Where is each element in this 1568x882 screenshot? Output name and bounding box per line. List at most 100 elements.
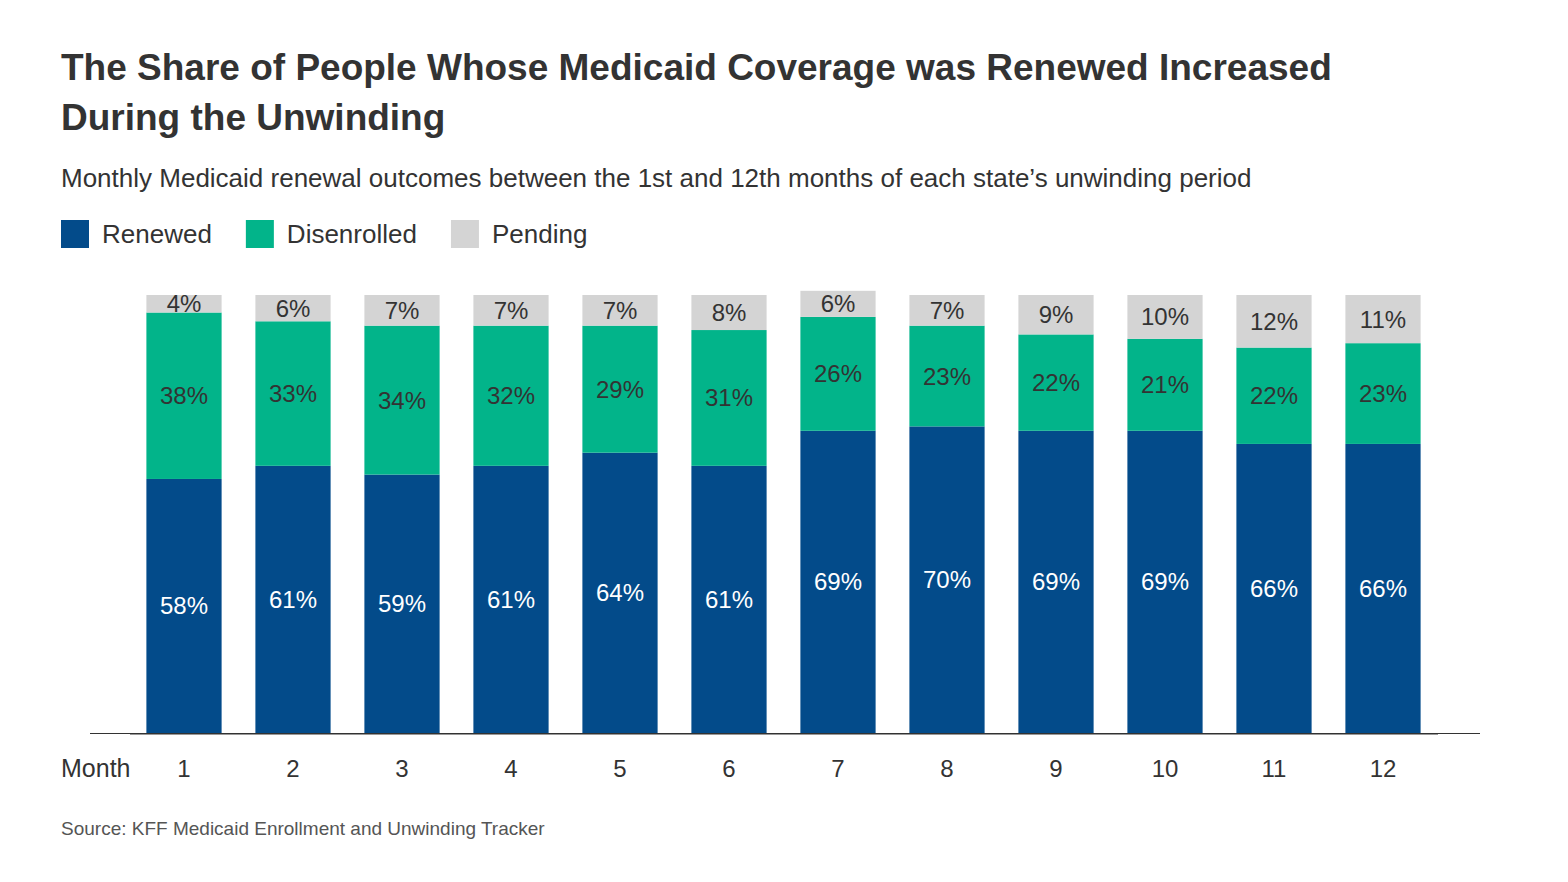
bar bbox=[473, 295, 548, 326]
x-tick: 9 bbox=[1049, 734, 1062, 782]
bar bbox=[1127, 295, 1202, 339]
x-tick-label: 6 bbox=[722, 755, 735, 782]
data-label: 8% bbox=[712, 299, 747, 326]
bar bbox=[1345, 343, 1420, 444]
series-0 bbox=[146, 426, 1420, 733]
title: The Share of People Whose Medicaid Cover… bbox=[61, 47, 1332, 138]
bar bbox=[582, 453, 657, 733]
bar bbox=[800, 317, 875, 431]
data-label: 29% bbox=[596, 376, 644, 403]
x-axis: 123456789101112 bbox=[130, 734, 1438, 782]
data-label: 34% bbox=[378, 387, 426, 414]
data-label: 11% bbox=[1360, 306, 1406, 333]
x-tick: 2 bbox=[286, 734, 299, 782]
data-label: 22% bbox=[1032, 369, 1080, 396]
baseline bbox=[90, 733, 1480, 734]
bar bbox=[800, 291, 875, 317]
bar bbox=[1018, 295, 1093, 334]
data-label: 10% bbox=[1141, 303, 1189, 330]
data-label: 58% bbox=[160, 592, 208, 619]
bar bbox=[364, 295, 439, 326]
x-axis-line bbox=[130, 733, 1438, 734]
x-tick-label: 5 bbox=[613, 755, 626, 782]
data-label: 31% bbox=[705, 384, 753, 411]
data-label: 66% bbox=[1359, 575, 1407, 602]
x-tick-label: 9 bbox=[1049, 755, 1062, 782]
x-tick: 11 bbox=[1262, 734, 1287, 782]
bar bbox=[909, 295, 984, 326]
bar bbox=[255, 466, 330, 733]
x-tick: 8 bbox=[940, 734, 953, 782]
x-tick-label: 8 bbox=[940, 755, 953, 782]
x-tick: 10 bbox=[1152, 734, 1179, 782]
x-tick-label: 3 bbox=[395, 755, 408, 782]
data-label: 32% bbox=[487, 382, 535, 409]
legend-label: Renewed bbox=[102, 219, 212, 249]
data-label: 23% bbox=[1359, 380, 1407, 407]
bar bbox=[691, 330, 766, 466]
x-tick-label: 10 bbox=[1152, 755, 1179, 782]
data-label: 26% bbox=[814, 360, 862, 387]
x-tick-label: 7 bbox=[831, 755, 844, 782]
data-label: 23% bbox=[923, 363, 971, 390]
bar bbox=[1345, 444, 1420, 733]
bar bbox=[1127, 431, 1202, 733]
data-label: 59% bbox=[378, 590, 426, 617]
bar bbox=[1345, 295, 1420, 343]
bar bbox=[473, 466, 548, 733]
bar bbox=[582, 295, 657, 326]
data-label: 38% bbox=[160, 382, 208, 409]
bar bbox=[1236, 444, 1311, 733]
x-tick-label: 4 bbox=[504, 755, 517, 782]
data-label: 69% bbox=[1032, 568, 1080, 595]
data-label: 61% bbox=[269, 586, 317, 613]
x-tick-label: 2 bbox=[286, 755, 299, 782]
data-labels: 58%61%59%61%64%61%69%70%69%69%66%66%38%3… bbox=[160, 290, 1407, 619]
data-label: 4% bbox=[167, 290, 202, 317]
chart: The Share of People Whose Medicaid Cover… bbox=[0, 0, 1568, 882]
data-label: 7% bbox=[930, 297, 965, 324]
bar bbox=[146, 313, 221, 479]
bar bbox=[909, 426, 984, 733]
bar bbox=[800, 431, 875, 733]
data-label: 9% bbox=[1039, 301, 1074, 328]
data-label: 66% bbox=[1250, 575, 1298, 602]
data-label: 33% bbox=[269, 380, 317, 407]
bar bbox=[1127, 339, 1202, 431]
data-label: 70% bbox=[923, 566, 971, 593]
x-tick: 6 bbox=[722, 734, 735, 782]
subtitle: Monthly Medicaid renewal outcomes betwee… bbox=[61, 163, 1251, 193]
legend-label: Disenrolled bbox=[287, 219, 417, 249]
data-label: 64% bbox=[596, 579, 644, 606]
data-label: 6% bbox=[276, 295, 311, 322]
bar bbox=[909, 326, 984, 427]
bar bbox=[1236, 348, 1311, 444]
data-label: 12% bbox=[1250, 308, 1298, 335]
data-label: 61% bbox=[705, 586, 753, 613]
x-tick-label: 11 bbox=[1262, 755, 1287, 782]
data-label: 7% bbox=[603, 297, 638, 324]
x-tick: 12 bbox=[1370, 734, 1397, 782]
bar bbox=[1018, 334, 1093, 430]
bar bbox=[1018, 431, 1093, 733]
legend: RenewedDisenrolledPending bbox=[61, 219, 587, 249]
data-label: 7% bbox=[385, 297, 420, 324]
bar bbox=[1236, 295, 1311, 348]
bar bbox=[255, 321, 330, 466]
bar bbox=[364, 475, 439, 733]
bar bbox=[582, 326, 657, 453]
legend-swatch bbox=[61, 220, 89, 248]
data-label: 7% bbox=[494, 297, 529, 324]
legend-swatch bbox=[451, 220, 479, 248]
data-label: 6% bbox=[821, 290, 856, 317]
data-label: 69% bbox=[814, 568, 862, 595]
bar bbox=[473, 326, 548, 466]
data-label: 61% bbox=[487, 586, 535, 613]
title-line: During the Unwinding bbox=[61, 97, 445, 138]
source: Source: KFF Medicaid Enrollment and Unwi… bbox=[61, 818, 545, 839]
bar bbox=[364, 326, 439, 475]
x-tick-label: 12 bbox=[1370, 755, 1397, 782]
x-axis-title: Month bbox=[61, 754, 130, 782]
x-tick: 5 bbox=[613, 734, 626, 782]
bar bbox=[255, 295, 330, 321]
